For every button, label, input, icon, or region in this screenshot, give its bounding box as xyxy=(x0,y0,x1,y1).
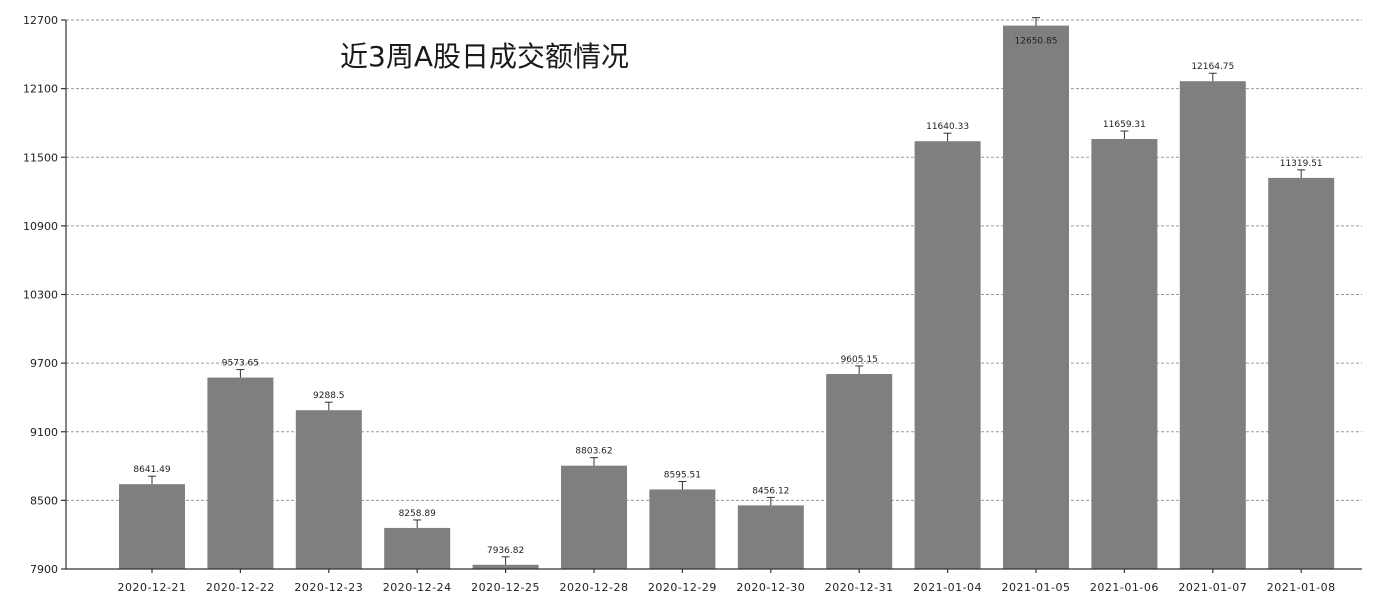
data-label: 11659.31 xyxy=(1103,120,1146,130)
y-tick-label: 11500 xyxy=(23,151,58,164)
bar xyxy=(737,505,804,569)
bar xyxy=(1268,177,1335,569)
data-label: 7936.82 xyxy=(487,546,524,556)
data-label: 11640.33 xyxy=(926,122,969,132)
y-tick-label: 7900 xyxy=(30,563,58,576)
x-tick-label: 2020-12-24 xyxy=(383,581,452,594)
data-label: 8258.89 xyxy=(399,509,436,519)
x-tick-label: 2021-01-05 xyxy=(1002,581,1071,594)
y-tick-label: 10900 xyxy=(23,220,58,233)
x-tick-label: 2020-12-25 xyxy=(471,581,540,594)
bar xyxy=(295,410,362,569)
bar xyxy=(561,465,627,569)
bar xyxy=(1003,25,1069,570)
bar xyxy=(207,377,274,569)
bar xyxy=(1091,139,1158,569)
y-axis-ticks: 7900 8500 9100 9700 10300 10900 11500 12100 1270… xyxy=(23,14,66,576)
x-tick-label: 2020-12-21 xyxy=(118,581,187,594)
x-tick-label: 2020-12-22 xyxy=(206,581,275,594)
y-tick-label: 9100 xyxy=(30,426,58,439)
x-tick-label: 2020-12-31 xyxy=(825,581,894,594)
data-label: 9573.65 xyxy=(222,359,259,369)
y-tick-label: 9700 xyxy=(30,357,58,370)
y-tick-label: 8500 xyxy=(30,494,58,507)
data-label: 12650.85 xyxy=(1015,37,1058,47)
data-label: 12164.75 xyxy=(1191,62,1234,72)
x-tick-label: 2020-12-28 xyxy=(560,581,629,594)
data-label: 8803.62 xyxy=(575,447,612,457)
data-label: 8595.51 xyxy=(664,470,701,480)
y-tick-label: 12100 xyxy=(23,83,58,96)
x-axis-ticks: 2020-12-21 2020-12-22 2020-12-23 2020-12-24… xyxy=(118,569,1336,594)
bar xyxy=(826,373,893,569)
x-tick-label: 2021-01-06 xyxy=(1090,581,1159,594)
bar xyxy=(649,489,716,569)
x-tick-label: 2020-12-30 xyxy=(736,581,805,594)
chart-title: 近3周A股日成交额情况 xyxy=(340,40,629,73)
x-tick-label: 2021-01-07 xyxy=(1178,581,1247,594)
x-tick-label: 2020-12-23 xyxy=(294,581,363,594)
data-label: 8456.12 xyxy=(752,486,789,496)
bar xyxy=(384,527,451,569)
data-label: 11319.51 xyxy=(1280,159,1323,169)
gridlines xyxy=(66,19,1362,501)
x-tick-label: 2020-12-29 xyxy=(648,581,717,594)
bar xyxy=(914,141,981,569)
y-tick-label: 10300 xyxy=(23,289,58,302)
data-label: 9288.5 xyxy=(313,391,345,401)
y-tick-label: 12700 xyxy=(23,14,58,27)
bar xyxy=(1179,81,1246,570)
x-tick-label: 2021-01-08 xyxy=(1267,581,1336,594)
x-tick-label: 2021-01-04 xyxy=(913,581,982,594)
bar xyxy=(472,564,539,569)
data-label: 8641.49 xyxy=(133,465,170,475)
bars xyxy=(119,17,1335,570)
bar xyxy=(119,484,185,569)
data-label: 9605.15 xyxy=(841,355,878,365)
data-labels: 8641.49 9573.65 9288.5 8258.89 7936.82 8803.6… xyxy=(133,37,1322,556)
